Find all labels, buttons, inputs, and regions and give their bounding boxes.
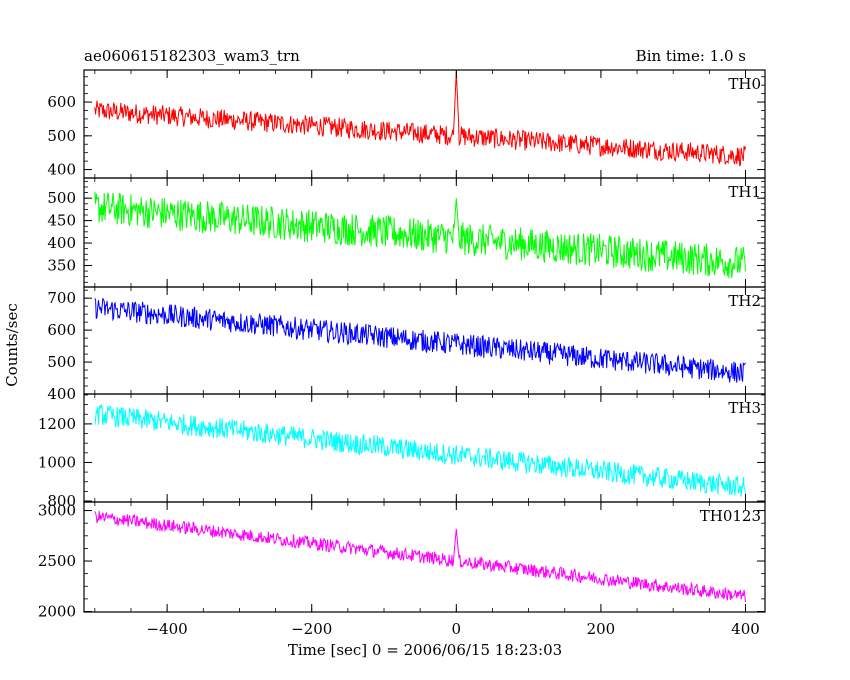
y-tick-label: 800 xyxy=(47,492,76,510)
x-axis-label: Time [sec] 0 = 2006/06/15 18:23:03 xyxy=(288,641,562,659)
panel-th3: 800 1000 1200 TH3 xyxy=(38,393,766,510)
panel-label: TH2 xyxy=(728,292,761,310)
y-tick-label: 350 xyxy=(47,256,76,274)
series-th3 xyxy=(94,403,746,497)
y-tick-label: 600 xyxy=(47,321,76,339)
x-tick-label: 200 xyxy=(587,620,616,638)
y-tick-label: 400 xyxy=(47,234,76,252)
panel-th0: 400 500 600 TH0 xyxy=(47,69,766,179)
y-tick-label: 2500 xyxy=(38,552,76,570)
y-tick-label: 500 xyxy=(47,127,76,145)
panel-label: TH1 xyxy=(728,183,761,201)
x-tick-label: −200 xyxy=(291,620,332,638)
x-tick-label: 0 xyxy=(452,620,462,638)
chart-title: ae060615182303_wam3_trn xyxy=(84,47,300,65)
y-tick-label: 3000 xyxy=(38,502,76,520)
y-tick-label: 450 xyxy=(47,212,76,230)
panel-label: TH3 xyxy=(728,399,761,417)
y-tick-label: 400 xyxy=(47,161,76,179)
series-th0 xyxy=(94,71,746,167)
series-th0123 xyxy=(94,510,746,603)
x-tick-label: 400 xyxy=(731,620,760,638)
x-tick-label: −400 xyxy=(147,620,188,638)
y-tick-label: 1200 xyxy=(38,415,76,433)
y-tick-label: 1000 xyxy=(38,453,76,471)
y-tick-label: 500 xyxy=(47,353,76,371)
y-tick-label: 2000 xyxy=(38,602,76,620)
panel-frame xyxy=(83,69,766,179)
y-tick-label: 700 xyxy=(47,289,76,307)
y-tick-label: 600 xyxy=(47,93,76,111)
panel-th0123: 2000 2500 3000 TH0123 xyxy=(38,501,766,620)
series-th2 xyxy=(94,297,746,383)
y-tick-label: 400 xyxy=(47,385,76,403)
panel-th2: 400 500 600 700 TH2 xyxy=(47,286,766,403)
series-th1 xyxy=(94,191,746,279)
bin-time-label: Bin time: 1.0 s xyxy=(636,47,746,65)
panel-label: TH0123 xyxy=(700,507,761,525)
panel-th1: 350 400 450 500 TH1 xyxy=(47,177,766,288)
panels: 400 500 600 TH0 350 400 450 500 TH1 400 500 600 700 T… xyxy=(38,69,766,638)
panel-frame xyxy=(83,501,766,613)
y-tick-label: 500 xyxy=(47,189,76,207)
y-axis-label: Counts/sec xyxy=(3,303,21,387)
panel-label: TH0 xyxy=(728,75,761,93)
